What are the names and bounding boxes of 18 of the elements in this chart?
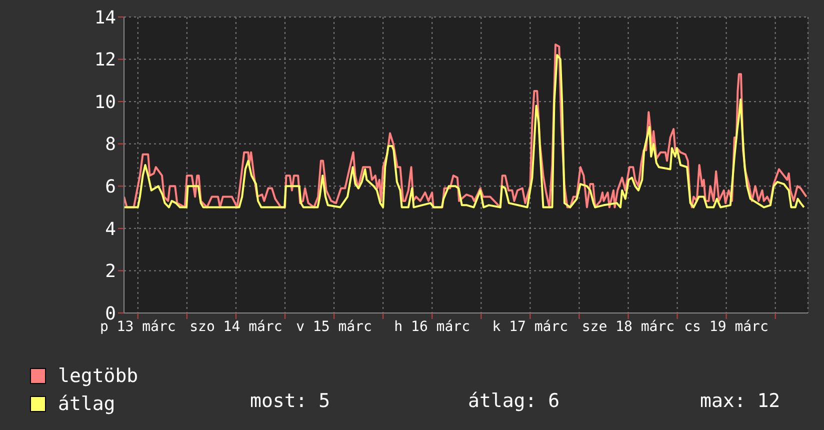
x-tick-label: cs 19 márc — [684, 318, 768, 335]
y-tick-label: 14 — [94, 7, 116, 28]
x-tick-label: v 15 márc — [296, 318, 372, 335]
y-tick-label: 6 — [105, 176, 116, 198]
x-tick-label: sze 18 márc — [582, 318, 675, 335]
y-tick-label: 8 — [105, 134, 116, 156]
y-tick-label: 10 — [94, 92, 116, 113]
x-tick-label: k 17 márc — [492, 318, 568, 335]
y-tick-label: 4 — [105, 218, 116, 240]
y-tick-label: 12 — [94, 50, 116, 71]
text: max: 12 — [700, 390, 780, 412]
text: átlag: 6 — [468, 390, 560, 412]
legend-label: átlag — [58, 393, 116, 415]
x-tick-label: szo 14 márc — [190, 318, 282, 335]
y-tick-label: 2 — [105, 261, 116, 282]
x-tick-label: h 16 márc — [394, 318, 470, 335]
legend-label: legtöbb — [58, 365, 138, 387]
text: most: 5 — [250, 390, 330, 412]
